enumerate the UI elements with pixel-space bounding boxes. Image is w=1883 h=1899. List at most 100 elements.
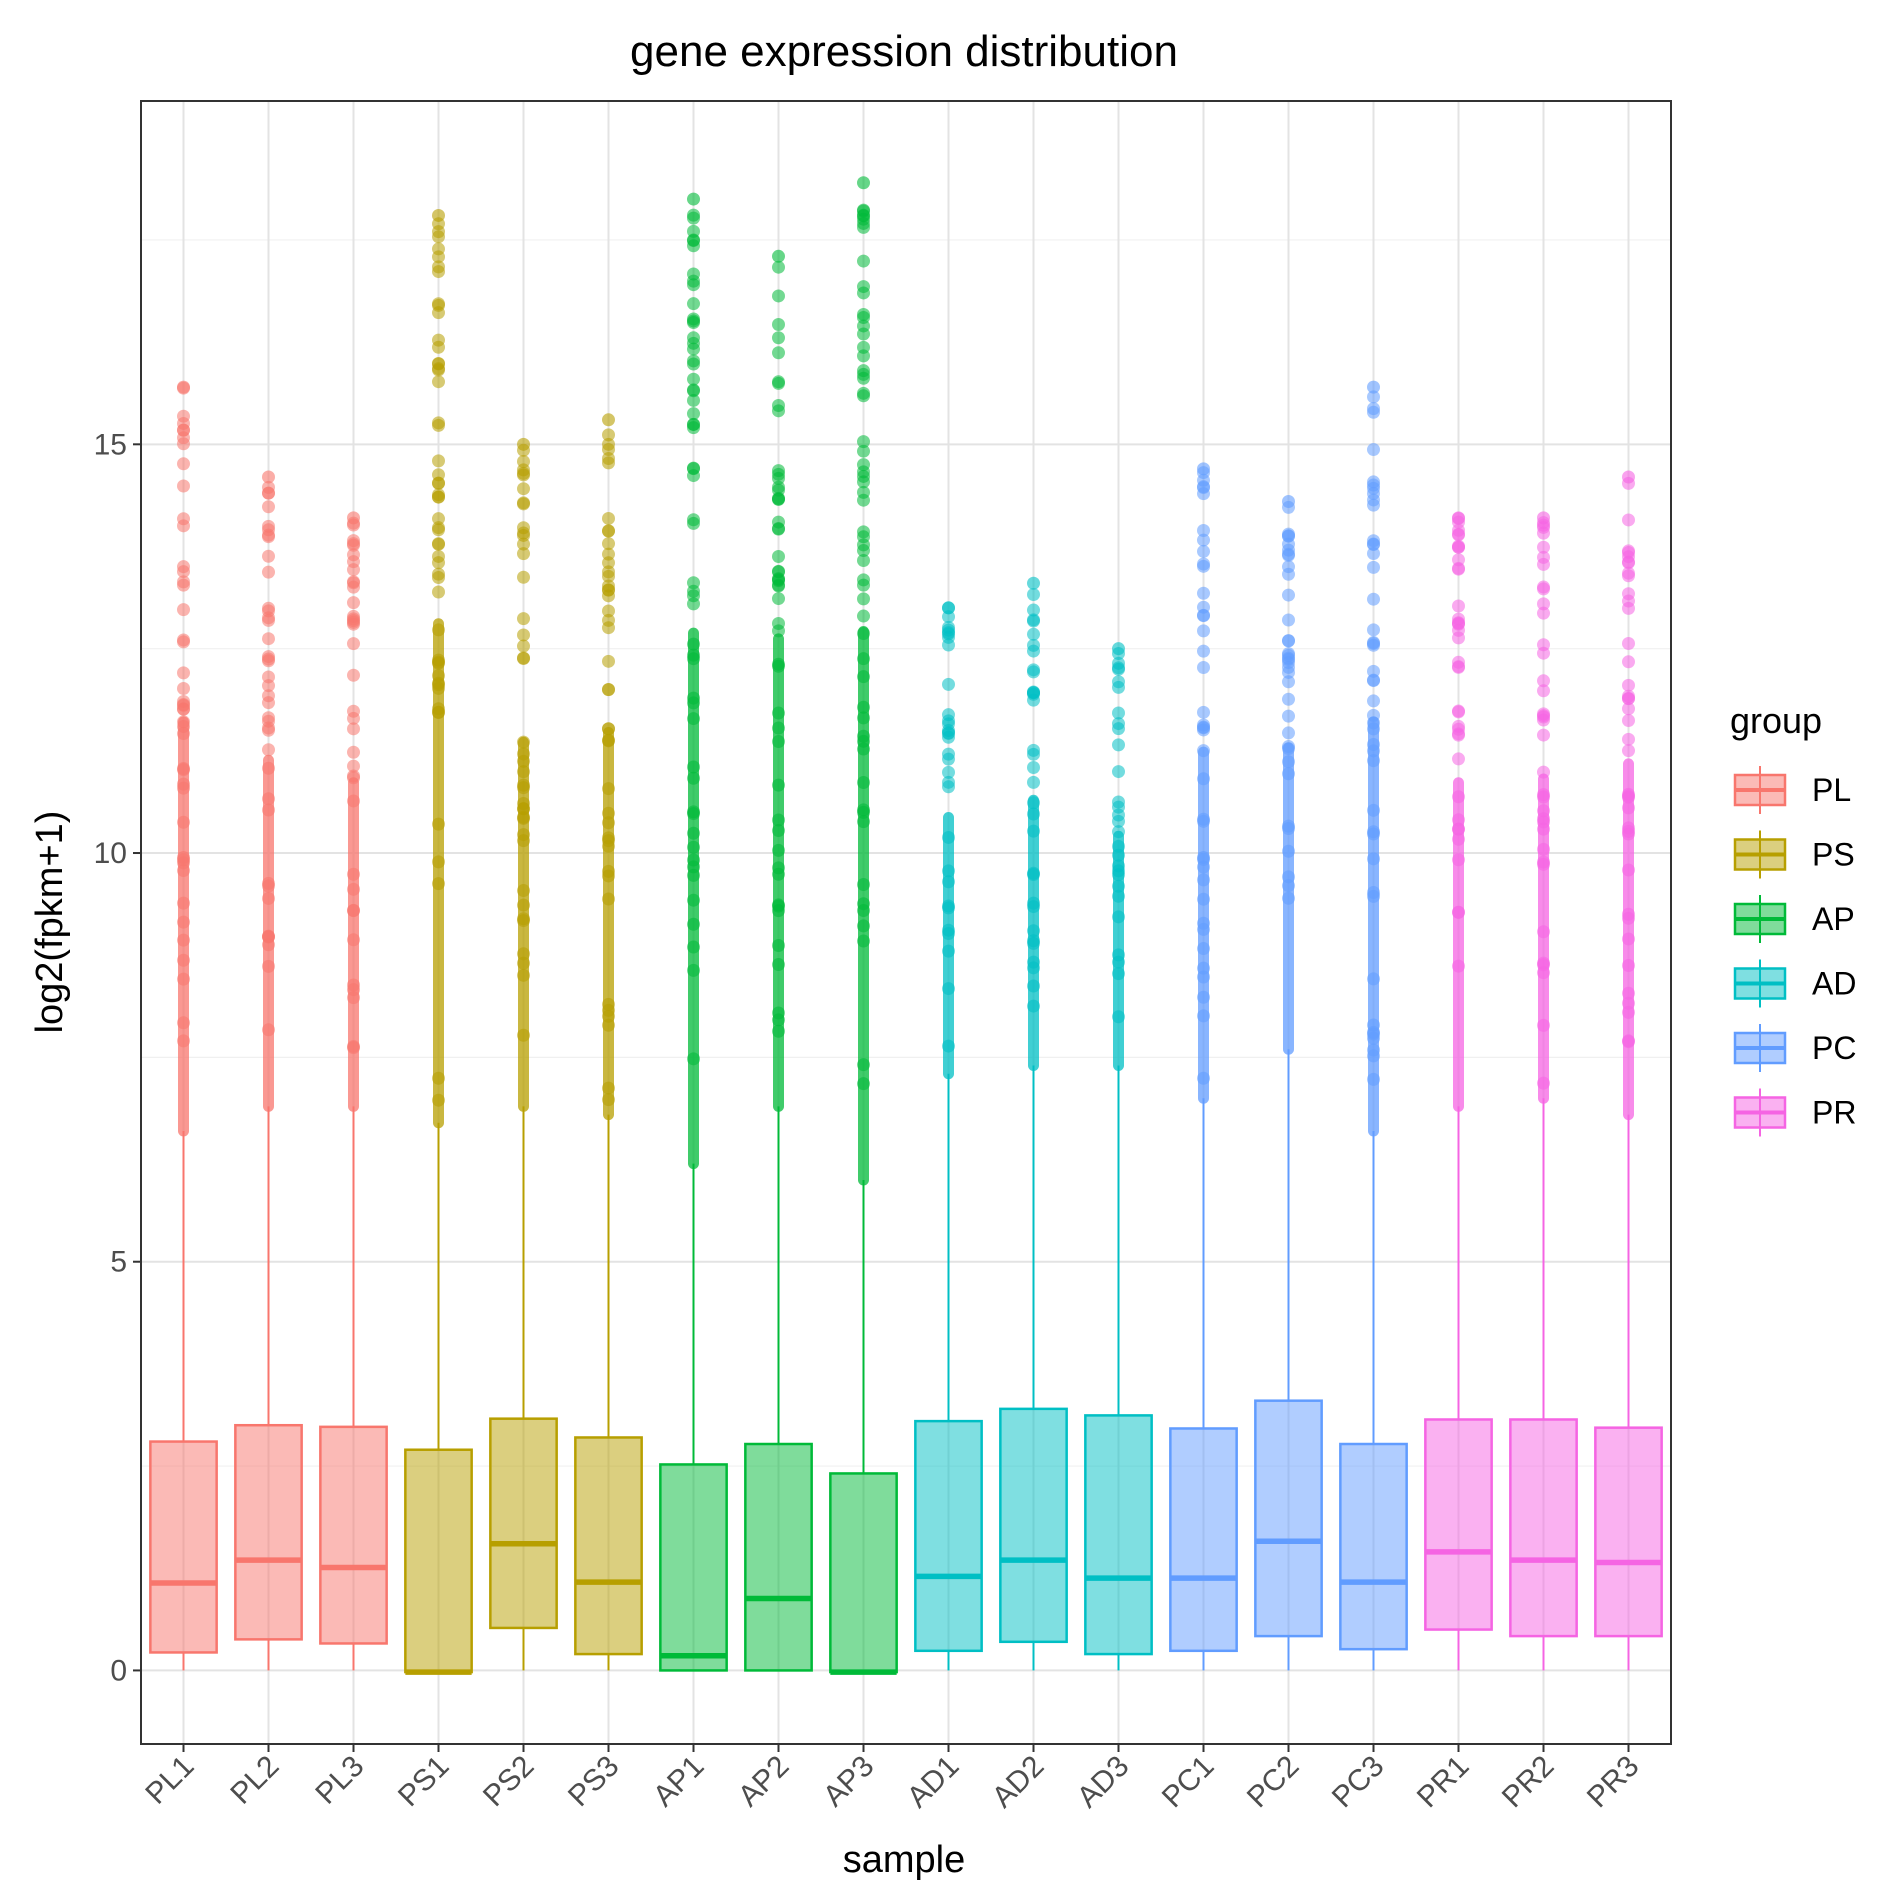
outlier-point: [1112, 948, 1125, 962]
outlier-point: [262, 670, 275, 684]
outlier-point: [602, 1081, 615, 1095]
outlier-point: [687, 893, 700, 907]
outlier-point: [857, 711, 870, 725]
outlier-point: [262, 613, 275, 627]
outlier-point: [1282, 560, 1295, 574]
outlier-point: [432, 225, 445, 239]
outlier-point: [942, 927, 955, 941]
outlier-point: [772, 289, 785, 303]
outlier-point: [772, 317, 785, 331]
outlier-point: [177, 864, 190, 878]
outlier-point: [1112, 825, 1125, 839]
outlier-point: [1282, 656, 1295, 670]
outlier-max-point: [1367, 380, 1380, 394]
outlier-point: [517, 639, 530, 653]
legend-label: PS: [1812, 837, 1855, 873]
outlier-point: [1367, 405, 1380, 419]
outlier-point: [772, 260, 785, 274]
y-tick-label: 5: [110, 1246, 127, 1279]
box-PC3: [1339, 380, 1408, 1671]
outliers: [1027, 576, 1040, 1072]
outlier-point: [1282, 891, 1295, 905]
outlier-point: [687, 331, 700, 345]
box-body: [574, 1436, 643, 1656]
outlier-point: [347, 882, 360, 896]
legend-label: PL: [1812, 772, 1851, 808]
outlier-point: [687, 417, 700, 431]
outlier-point: [432, 490, 445, 504]
box-PS3: [574, 413, 643, 1671]
outlier-point: [1367, 560, 1380, 574]
outlier-point: [432, 549, 445, 563]
outlier-point: [177, 702, 190, 716]
outlier-point: [347, 637, 360, 651]
outlier-point: [1452, 704, 1465, 718]
outlier-point: [517, 898, 530, 912]
outlier-point: [1452, 631, 1465, 645]
outlier-point: [177, 815, 190, 829]
outlier-point: [772, 624, 785, 638]
outlier-point: [687, 354, 700, 368]
outlier-point: [517, 735, 530, 749]
outliers: [687, 192, 700, 1170]
outlier-point: [1622, 678, 1635, 692]
outlier-point: [517, 482, 530, 496]
outlier-point: [1537, 646, 1550, 660]
outlier-point: [687, 963, 700, 977]
outlier-point: [262, 528, 275, 542]
legend-label: AP: [1812, 901, 1855, 937]
outlier-point: [1537, 540, 1550, 554]
outlier-point: [432, 375, 445, 389]
outlier-point: [602, 511, 615, 525]
outlier-point: [262, 803, 275, 817]
outlier-point: [432, 476, 445, 490]
outlier-point: [347, 771, 360, 785]
outlier-point: [602, 806, 615, 820]
legend-item-PR: PR: [1733, 1088, 1856, 1137]
outlier-point: [857, 538, 870, 552]
outlier-point: [1622, 569, 1635, 583]
outlier-point: [1537, 788, 1550, 802]
outlier-point: [687, 342, 700, 356]
outlier-point: [1622, 513, 1635, 527]
outlier-point: [1027, 627, 1040, 641]
box-body: [1254, 1399, 1323, 1638]
outlier-point: [602, 437, 615, 451]
outlier-point: [1367, 889, 1380, 903]
outlier-point: [517, 468, 530, 482]
outlier-point: [1282, 665, 1295, 679]
outlier-point: [1537, 728, 1550, 742]
box-body: [319, 1425, 388, 1645]
outlier-point: [1112, 765, 1125, 779]
outlier-point: [1622, 594, 1635, 608]
outlier-point: [602, 456, 615, 470]
outlier-point: [1367, 1049, 1380, 1063]
outlier-point: [517, 570, 530, 584]
outlier-point: [857, 700, 870, 714]
outlier-point: [1027, 796, 1040, 810]
outlier-point: [857, 444, 870, 458]
outlier-point: [857, 307, 870, 321]
box-body: [1424, 1418, 1493, 1631]
outlier-point: [177, 423, 190, 437]
outliers: [262, 470, 275, 1112]
outlier-point: [1622, 911, 1635, 925]
outlier-point: [347, 722, 360, 736]
outlier-point: [432, 702, 445, 716]
outlier-point: [772, 331, 785, 345]
outlier-point: [857, 805, 870, 819]
outlier-point: [857, 553, 870, 567]
outlier-point: [262, 792, 275, 806]
outlier-point: [177, 781, 190, 795]
outlier-point: [1622, 932, 1635, 946]
outlier-point: [602, 1003, 615, 1017]
outlier-point: [1367, 390, 1380, 404]
box-body: [149, 1440, 218, 1654]
outlier-point: [1367, 475, 1380, 489]
outlier-point: [687, 384, 700, 398]
outlier-point: [262, 480, 275, 494]
box-PS1: [404, 208, 473, 1675]
outlier-point: [1367, 737, 1380, 751]
outlier-point: [1537, 804, 1550, 818]
y-axis: 0 5 10 15: [94, 428, 141, 1687]
